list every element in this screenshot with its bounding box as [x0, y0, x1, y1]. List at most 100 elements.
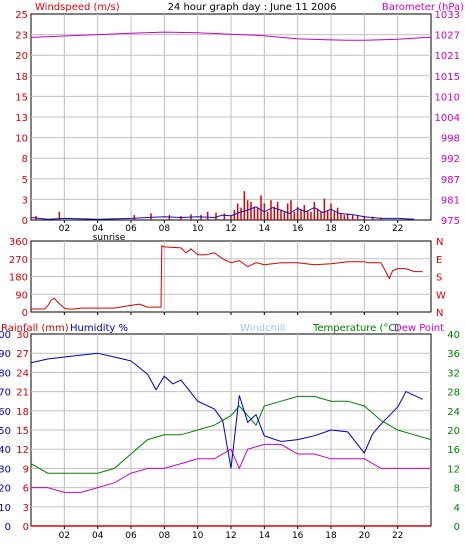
temp-xlabel: 10 — [192, 531, 204, 541]
humidity-ylabel: 30 — [0, 464, 11, 475]
compass-ylabel: S — [436, 273, 442, 284]
rainfall-ylabel: 15 — [16, 426, 29, 437]
rainfall-ylabel: 6 — [23, 484, 29, 495]
direction-line — [31, 245, 423, 310]
wind-xlabel: 16 — [292, 224, 304, 234]
temp-xlabel: 14 — [259, 531, 271, 541]
windchill-axis-title: Windchill — [240, 323, 285, 334]
panel-temp-marks — [30, 352, 432, 527]
rainfall-ylabel: 21 — [16, 388, 29, 399]
dewpoint-axis-title: Dew Point — [394, 323, 444, 334]
temp-xlabel: 04 — [92, 531, 104, 541]
baro-ylabel: 1033 — [435, 10, 460, 21]
humidity-ylabel: 70 — [0, 388, 11, 399]
wind-xlabel: 06 — [125, 224, 137, 234]
gust-line — [30, 206, 415, 220]
temperature-ylabel: 16 — [447, 445, 460, 456]
direction-ylabel: 360 — [9, 237, 28, 248]
panel-temp-grid — [31, 334, 431, 529]
baro-ylabel: 1021 — [435, 51, 460, 62]
panel-wind-marks — [30, 31, 432, 220]
wind-xlabel: 22 — [392, 224, 403, 234]
temperature-ylabel: 32 — [447, 368, 460, 379]
rainfall-ylabel: 24 — [16, 368, 29, 379]
wind-ylabel: 25 — [15, 10, 28, 21]
temperature-ylabel: 28 — [447, 388, 460, 399]
rainfall-ylabel: 18 — [16, 407, 29, 418]
baro-ylabel: 1015 — [435, 72, 460, 83]
rainfall-axis-title: Rainfall (mm) — [1, 323, 69, 334]
barometer-line — [30, 31, 432, 41]
wind-ylabel: 8 — [22, 154, 28, 165]
temperature-ylabel: 4 — [454, 503, 460, 514]
temp-xlabel: 02 — [59, 531, 70, 541]
wind-axis-title: Windspeed (m/s) — [35, 2, 120, 13]
humidity-ylabel: 80 — [0, 368, 11, 379]
humidity-line — [30, 352, 423, 469]
baro-ylabel: 981 — [441, 195, 460, 206]
temp-xlabel: 06 — [125, 531, 137, 541]
rainfall-ylabel: 9 — [23, 464, 29, 475]
humidity-ylabel: 50 — [0, 426, 11, 437]
chart-title: 24 hour graph day : June 11 2006 — [168, 2, 337, 13]
wind-xlabel: 12 — [225, 224, 236, 234]
wind-xlabel: 20 — [359, 224, 371, 234]
humidity-ylabel: 20 — [0, 484, 11, 495]
compass-ylabel: N — [436, 237, 443, 248]
wind-ylabel: 5 — [22, 175, 28, 186]
wind-ylabel: 3 — [22, 195, 28, 206]
panel-direction-marks — [31, 245, 423, 310]
direction-ylabel: 180 — [9, 273, 28, 284]
wind-ylabel: 10 — [15, 134, 28, 145]
wind-ylabel: 20 — [15, 51, 28, 62]
humidity-ylabel: 100 — [0, 330, 11, 341]
baro-ylabel: 992 — [441, 154, 460, 165]
temperature-ylabel: 40 — [447, 330, 460, 341]
rainfall-ylabel: 30 — [16, 330, 29, 341]
wind-xlabel: 18 — [325, 224, 337, 234]
baro-ylabel: 1010 — [435, 92, 460, 103]
direction-ylabel: 90 — [15, 290, 28, 301]
temperature-axis-title: Temperature (°C) — [312, 323, 399, 334]
dewpoint-line — [31, 443, 431, 493]
wind-xlabel: 04 — [92, 224, 104, 234]
baro-ylabel: 1027 — [435, 31, 460, 42]
temperature-ylabel: 12 — [447, 464, 460, 475]
barometer-axis-title: Barometer (hPa) — [382, 2, 464, 13]
humidity-ylabel: 60 — [0, 407, 11, 418]
wind-xlabel: 02 — [59, 224, 70, 234]
compass-ylabel: W — [436, 290, 446, 301]
panel-wind-grid — [31, 14, 431, 223]
temperature-ylabel: 0 — [454, 522, 460, 533]
panel-wind-labels: 02 04 06 08 10 12 14 16 18 20 22 0 3 5 8 10 13 15 18 20 23 25… — [15, 10, 460, 234]
rainfall-ylabel: 0 — [23, 522, 29, 533]
wind-xlabel: 10 — [192, 224, 204, 234]
temp-xlabel: 20 — [359, 531, 371, 541]
panel-temp-labels: 02 04 06 08 10 12 14 16 18 20 22010203040506070809… — [0, 330, 460, 541]
temperature-ylabel: 8 — [454, 484, 460, 495]
rainfall-ylabel: 12 — [16, 445, 29, 456]
sunrise-label-1: sunrise — [93, 233, 126, 243]
temp-xlabel: 22 — [392, 531, 403, 541]
temperature-line — [30, 395, 432, 474]
temp-xlabel: 12 — [225, 531, 236, 541]
wind-xlabel: 14 — [259, 224, 271, 234]
humidity-ylabel: 10 — [0, 503, 11, 514]
wind-ylabel: 18 — [15, 72, 28, 83]
temperature-ylabel: 36 — [447, 349, 460, 360]
temp-xlabel: 16 — [292, 531, 304, 541]
wind-xlabel: 08 — [159, 224, 171, 234]
temp-xlabel: 08 — [159, 531, 171, 541]
temp-xlabel: 18 — [325, 531, 337, 541]
direction-ylabel: 270 — [9, 255, 28, 266]
direction-ylabel: 0 — [22, 308, 28, 319]
rainfall-ylabel: 27 — [16, 349, 29, 360]
humidity-axis-title: Humidity % — [70, 323, 128, 334]
panel-direction-grid — [31, 241, 431, 315]
wind-ylabel: 15 — [15, 92, 28, 103]
wind-ylabel: 0 — [22, 216, 28, 227]
baro-ylabel: 1004 — [435, 113, 460, 124]
humidity-ylabel: 90 — [0, 349, 11, 360]
